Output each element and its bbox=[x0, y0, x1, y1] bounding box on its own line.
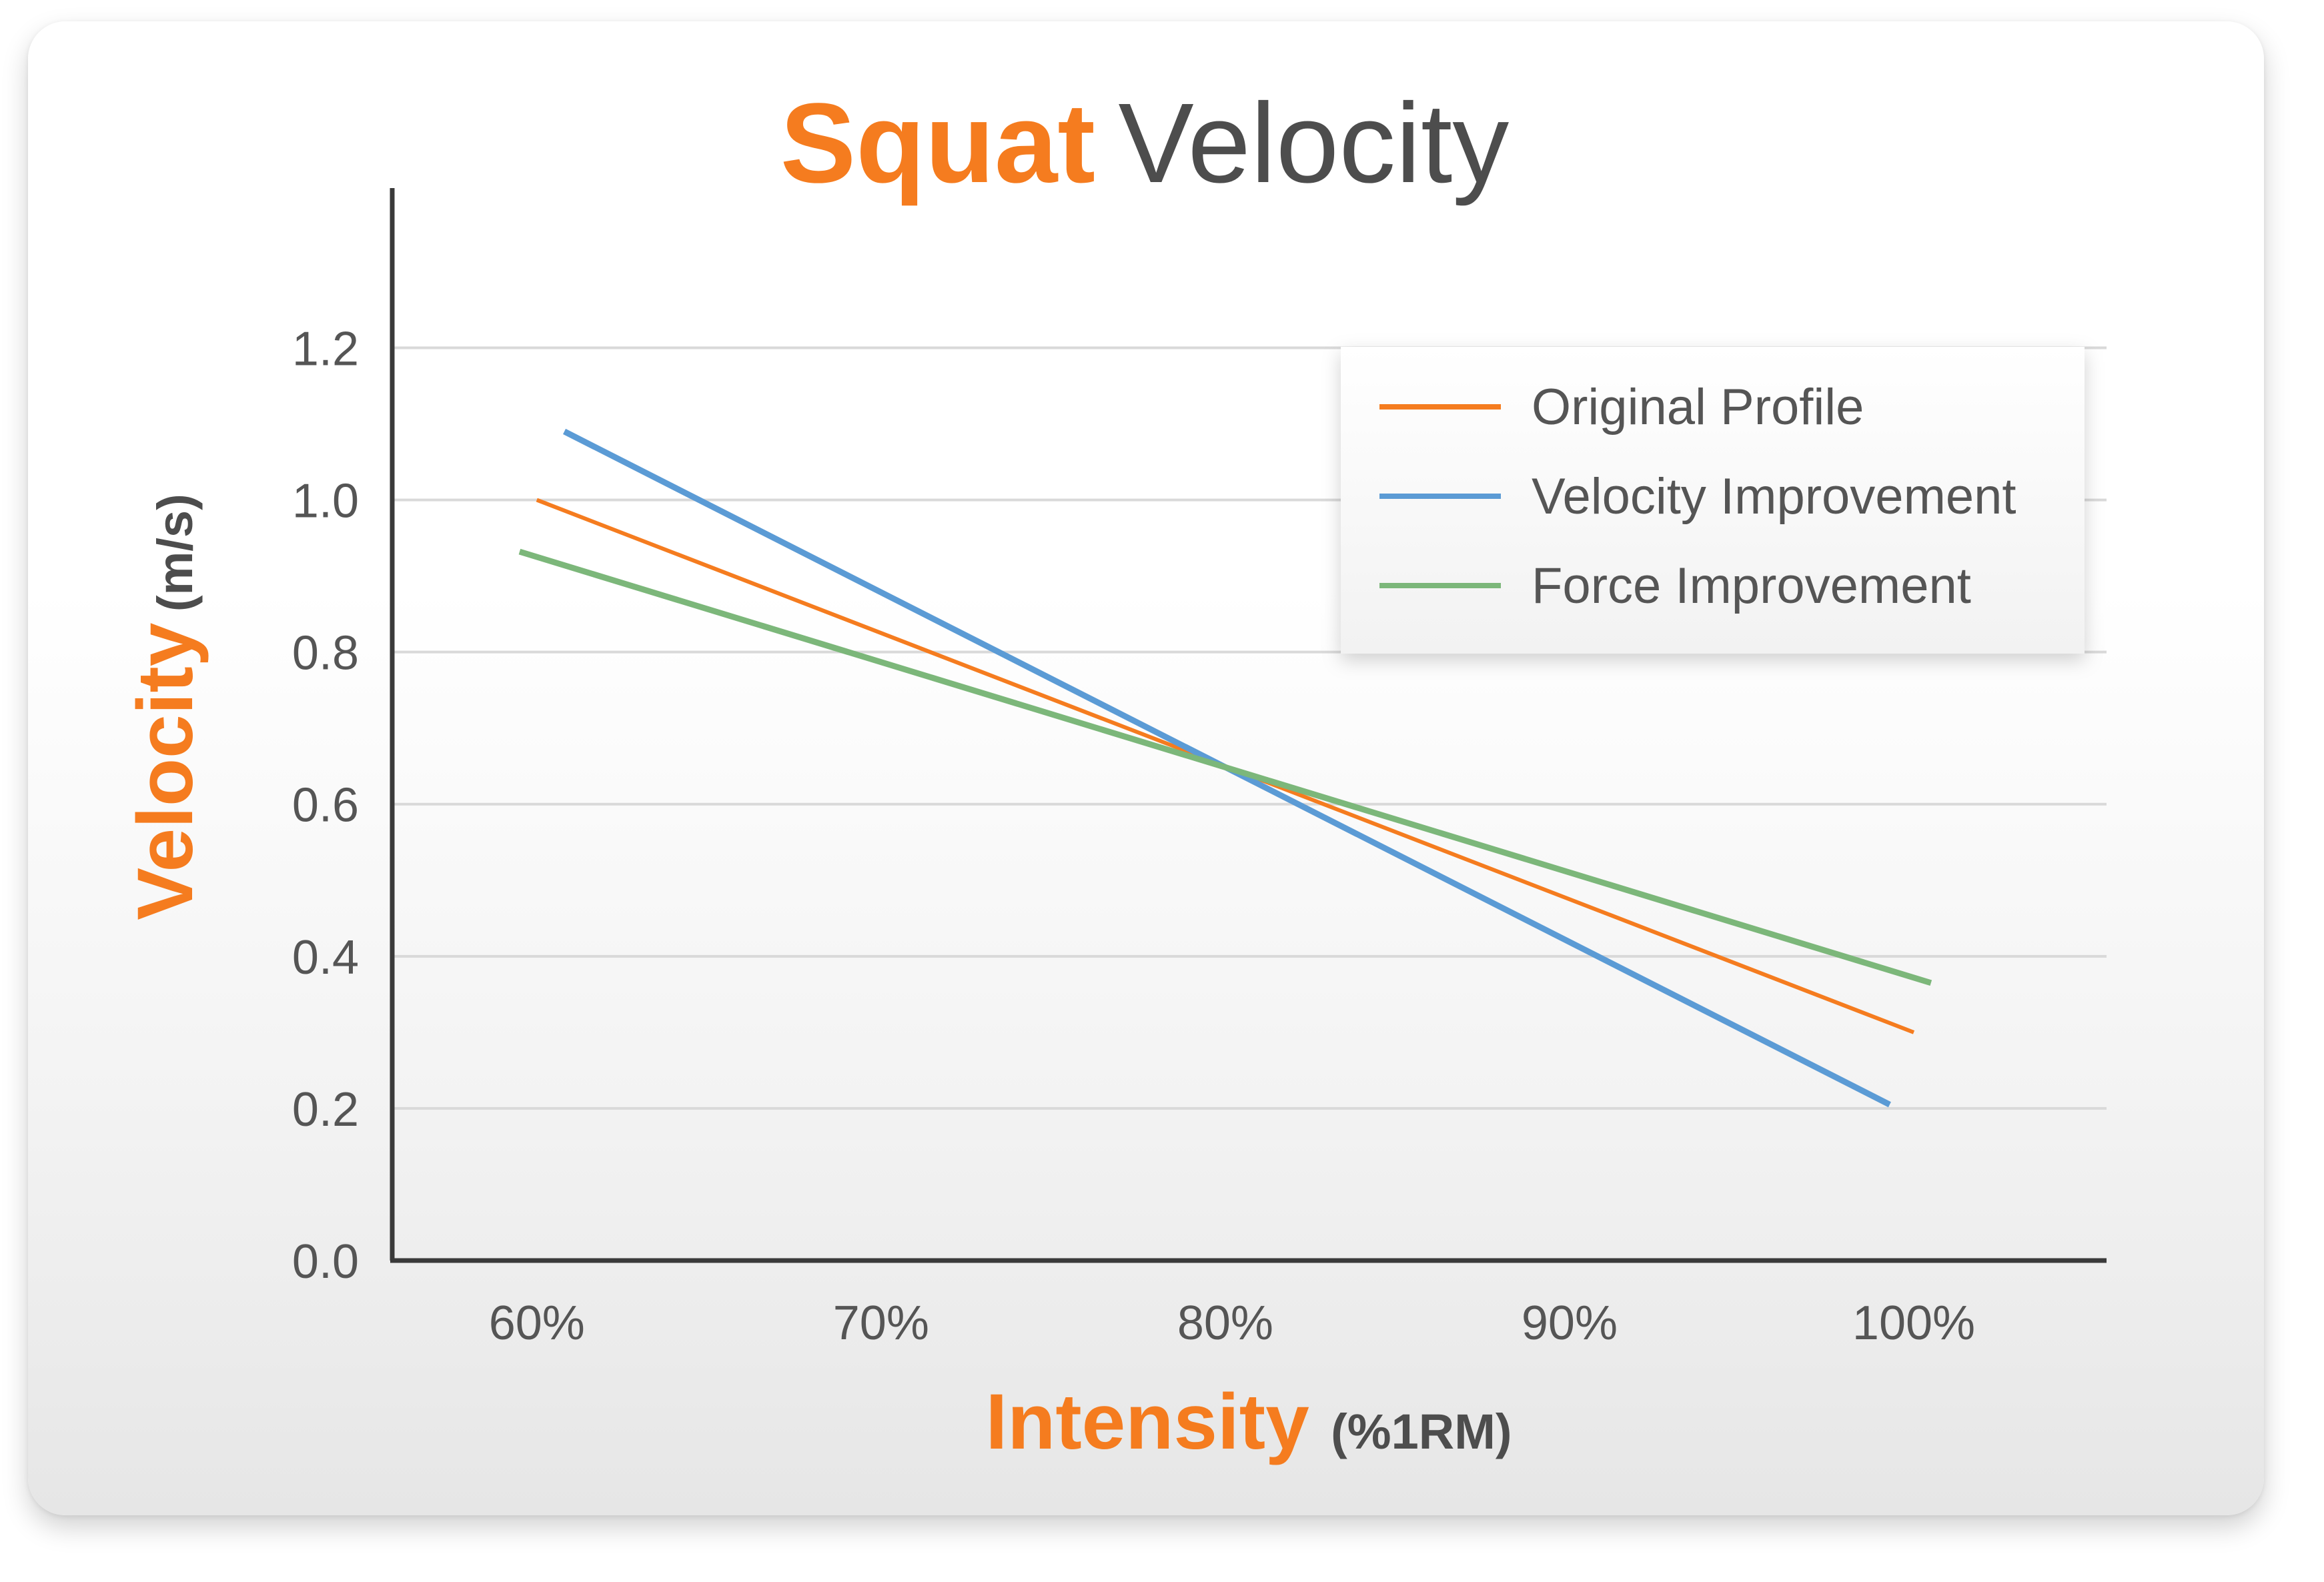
legend-label-force-improvement: Force Improvement bbox=[1532, 558, 1971, 614]
x-tick-label: 100% bbox=[1852, 1297, 1975, 1350]
x-tick-label: 80% bbox=[1177, 1297, 1273, 1350]
y-tick-label: 1.0 bbox=[292, 475, 359, 528]
chart-card bbox=[28, 21, 2264, 1515]
chart-title-rest: Velocity bbox=[1118, 80, 1509, 207]
y-tick-label: 1.2 bbox=[292, 322, 359, 375]
legend-label-original-profile: Original Profile bbox=[1532, 379, 1864, 436]
y-axis-label: Velocity (m/s) bbox=[121, 494, 209, 920]
x-tick-label: 90% bbox=[1522, 1297, 1618, 1350]
y-axis-label-main: Velocity bbox=[121, 623, 209, 920]
x-axis-label-unit: (%1RM) bbox=[1331, 1404, 1512, 1459]
legend-label-velocity-improvement: Velocity Improvement bbox=[1532, 468, 2016, 525]
y-axis-label-unit: (m/s) bbox=[147, 494, 203, 612]
legend: Original Profile Velocity Improvement Forc… bbox=[1341, 347, 2085, 654]
series-lines bbox=[518, 428, 1932, 1108]
x-tick-label: 70% bbox=[833, 1297, 929, 1350]
y-tick-label: 0.8 bbox=[292, 627, 359, 680]
y-tick-label: 0.2 bbox=[292, 1083, 359, 1136]
y-tick-label: 0.6 bbox=[292, 779, 359, 832]
y-tick-labels: 0.0 0.2 0.4 0.6 0.8 1.0 1.2 bbox=[292, 322, 359, 1289]
chart-title-highlight: Squat bbox=[780, 80, 1095, 207]
legend-items: Original Profile Velocity Improvement Forc… bbox=[1379, 379, 2016, 614]
y-tick-label: 0.0 bbox=[292, 1235, 359, 1289]
series-line-force-improvement bbox=[518, 548, 1932, 986]
chart-title: Squat Velocity bbox=[780, 80, 1510, 207]
x-axis-label: Intensity (%1RM) bbox=[986, 1378, 1512, 1466]
y-tick-label: 0.4 bbox=[292, 931, 359, 984]
x-tick-label: 60% bbox=[489, 1297, 585, 1350]
legend-box bbox=[1341, 347, 2085, 654]
x-tick-labels: 60% 70% 80% 90% 100% bbox=[489, 1297, 1975, 1350]
x-axis-label-main: Intensity bbox=[986, 1378, 1309, 1466]
